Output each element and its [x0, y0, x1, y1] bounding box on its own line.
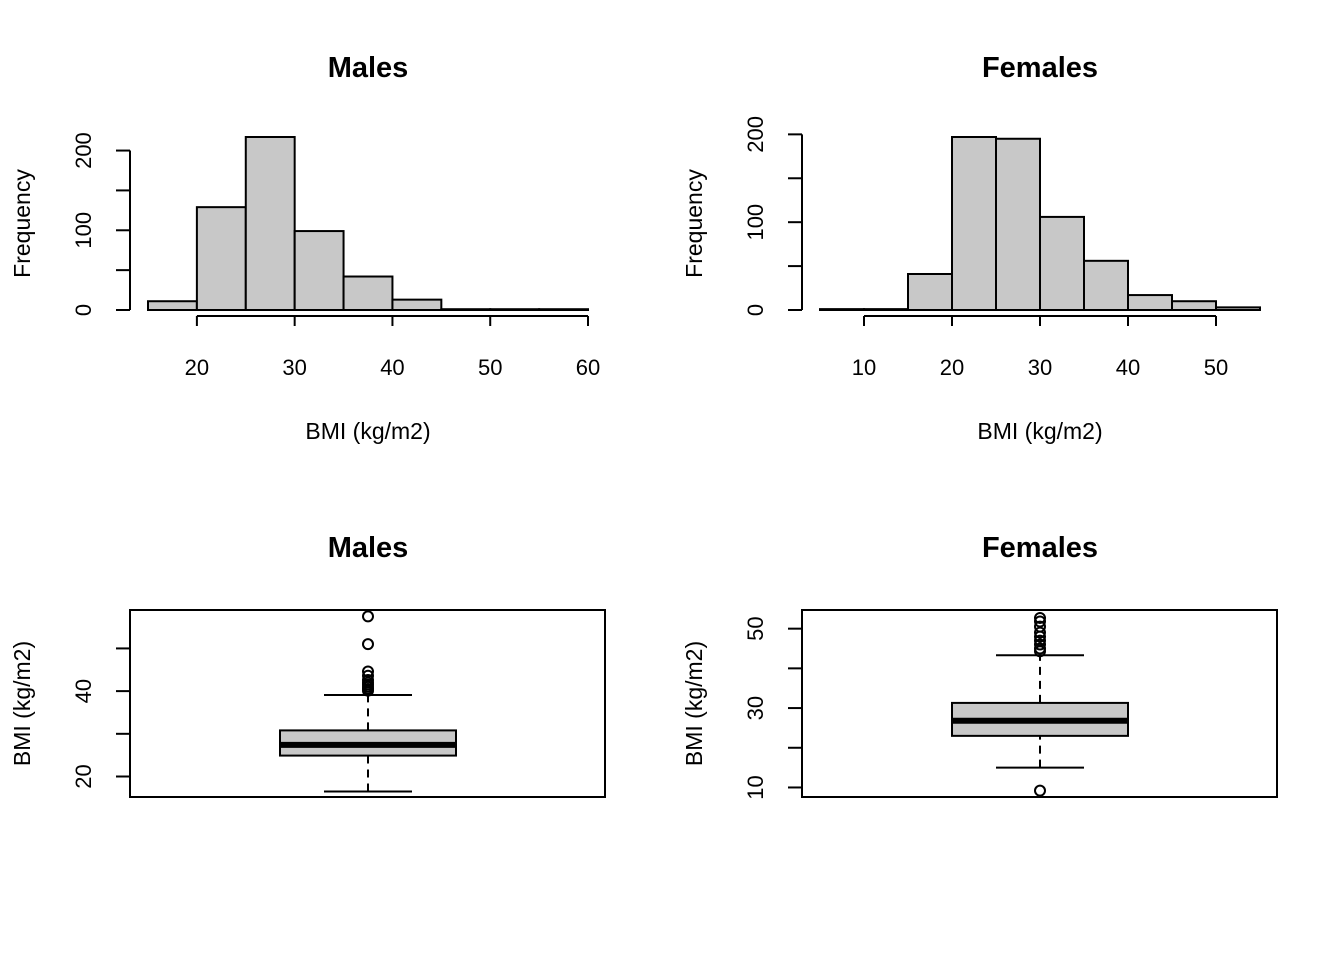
chart-title: Females [982, 52, 1098, 84]
x-axis-label: BMI (kg/m2) [305, 418, 430, 444]
x-tick-label: 30 [1028, 355, 1052, 380]
outlier-point [362, 610, 374, 623]
histogram-bar [1127, 294, 1173, 312]
y-tick-label: 50 [743, 616, 768, 640]
outlier-point [362, 674, 374, 687]
y-tick-label: 100 [743, 204, 768, 241]
histogram-bar [440, 308, 492, 311]
y-tick-label: 10 [743, 775, 768, 799]
histogram-bar [819, 308, 865, 311]
outlier-point [1034, 634, 1046, 647]
y-tick-label: 200 [71, 132, 96, 169]
y-tick-label: 20 [71, 764, 96, 788]
y-axis-label: BMI (kg/m2) [9, 641, 35, 766]
x-axis-label: BMI (kg/m2) [977, 418, 1102, 444]
chart-panel-2: Females Frequency 10 20 30 40 50 BMI (kg/m2) 0 10… [681, 52, 1261, 444]
y-axis-label: BMI (kg/m2) [681, 641, 707, 766]
x-tick-label: 40 [380, 355, 404, 380]
x-tick-label: 20 [940, 355, 964, 380]
y-axis-label: Frequency [9, 169, 35, 278]
histogram-bar [1215, 306, 1261, 311]
x-tick-label: 30 [282, 355, 306, 380]
plot-frame [129, 609, 606, 798]
y-tick-label: 0 [71, 304, 96, 316]
histogram-bar [489, 308, 541, 311]
y-tick-label: 30 [743, 696, 768, 720]
x-tick-label: 50 [478, 355, 502, 380]
y-tick-label: 100 [71, 212, 96, 249]
y-tick-label: 200 [743, 116, 768, 153]
y-tick-label: 0 [743, 304, 768, 316]
x-tick-label: 20 [185, 355, 209, 380]
histogram-bar [391, 298, 443, 312]
histogram-bar [1083, 259, 1129, 311]
histogram-bar [1171, 300, 1217, 311]
histogram-bar [342, 275, 394, 312]
histogram-bar [293, 230, 345, 311]
chart-panel-3: Males BMI (kg/m2) 20 40 [9, 532, 606, 798]
histogram-bar [1039, 215, 1085, 312]
outlier-point [1034, 638, 1046, 651]
x-tick-label: 60 [576, 355, 600, 380]
outlier-point [1034, 784, 1046, 797]
x-tick-label: 10 [852, 355, 876, 380]
outlier-point [1034, 615, 1046, 628]
outlier-point [1034, 642, 1046, 655]
histogram-bar [951, 136, 997, 311]
x-tick-label: 50 [1204, 355, 1228, 380]
chart-panel-1: Males Frequency 20 30 40 50 60 BMI (kg/m2) 0 100 2… [9, 52, 600, 444]
y-axis-label: Frequency [681, 169, 707, 278]
y-tick-label: 40 [71, 679, 96, 703]
histogram-bar [244, 136, 296, 311]
outlier-point [362, 638, 374, 651]
outlier-point [1034, 620, 1046, 633]
chart-title: Females [982, 532, 1098, 564]
outlier-point [1034, 611, 1046, 624]
chart-title: Males [328, 52, 409, 84]
outlier-point [362, 665, 374, 678]
histogram-bar [907, 272, 953, 312]
outlier-point [1034, 626, 1046, 639]
x-tick-label: 40 [1116, 355, 1140, 380]
histogram-bar [195, 206, 247, 311]
outlier-point [362, 669, 374, 682]
histogram-bar [147, 300, 198, 311]
chart-panel-4: Females BMI (kg/m2) 10 30 50 [681, 532, 1278, 800]
histogram-bar [863, 308, 909, 311]
histogram-bar [995, 137, 1041, 311]
chart-title: Males [328, 532, 409, 564]
histogram-bar [538, 308, 589, 311]
